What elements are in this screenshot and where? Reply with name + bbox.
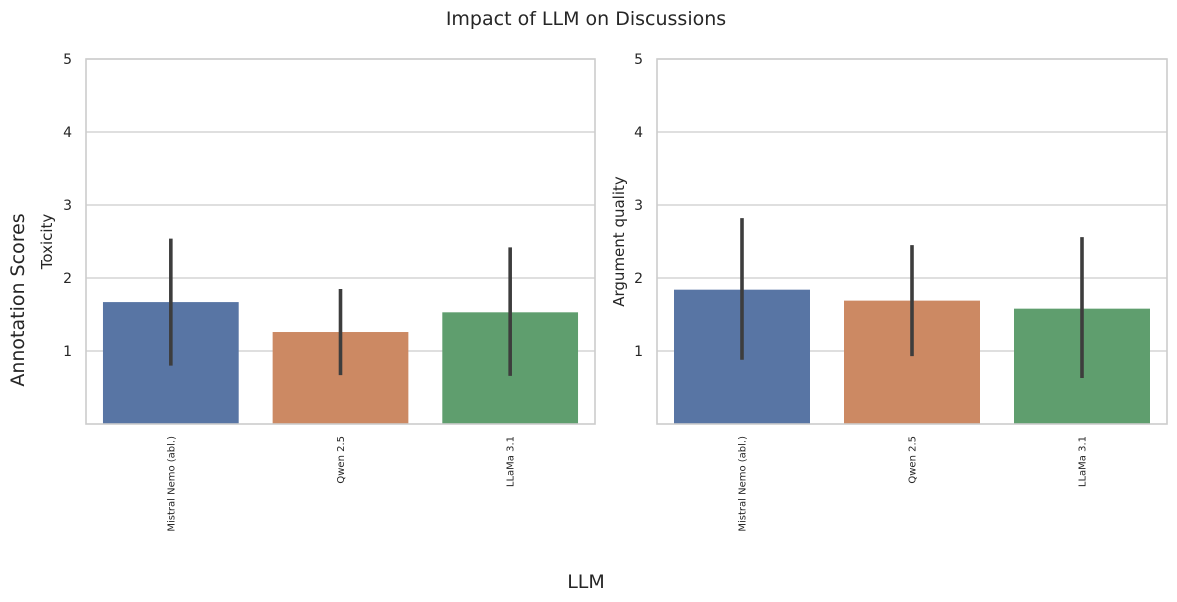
- y-tick-label: 3: [63, 198, 72, 214]
- x-tick-label: Mistral Nemo (abl.): [166, 436, 177, 532]
- x-tick-label: Qwen 2.5: [336, 436, 347, 484]
- plot-frame: [656, 58, 1168, 425]
- y-tick-label: 2: [634, 271, 643, 287]
- figure-title: Impact of LLM on Discussions: [446, 8, 726, 30]
- y-axis-label: Toxicity: [38, 214, 56, 271]
- shared-x-axis-label: LLM: [567, 571, 605, 593]
- y-tick-label: 3: [634, 198, 643, 214]
- x-tick-label: Qwen 2.5: [908, 436, 919, 484]
- shared-y-axis-label: Annotation Scores: [7, 213, 29, 386]
- plot-frame: [85, 58, 596, 425]
- y-tick-label: 1: [634, 344, 643, 360]
- x-tick-label: LLaMa 3.1: [1078, 436, 1089, 487]
- x-tick-label: LLaMa 3.1: [506, 436, 517, 487]
- chart-panel-2: 1 2 3 4 5 Mistral Nemo (abl.) Qwen 2.5 LLaMa 3.…: [610, 52, 1168, 532]
- chart-panels: 1 2 3 4 5 Mistral Nemo (abl.) Qwen 2.5 LLaMa 3.…: [38, 52, 1168, 532]
- y-tick-label: 1: [63, 344, 72, 360]
- chart-panel-1: 1 2 3 4 5 Mistral Nemo (abl.) Qwen 2.5 LLaMa 3.…: [38, 52, 596, 532]
- y-tick-label: 5: [63, 52, 72, 68]
- x-tick-label: Mistral Nemo (abl.): [738, 436, 749, 532]
- y-axis-label: Argument quality: [610, 176, 628, 307]
- y-tick-label: 2: [63, 271, 72, 287]
- y-tick-label: 4: [634, 125, 643, 141]
- y-tick-label: 5: [634, 52, 643, 68]
- y-tick-label: 4: [63, 125, 72, 141]
